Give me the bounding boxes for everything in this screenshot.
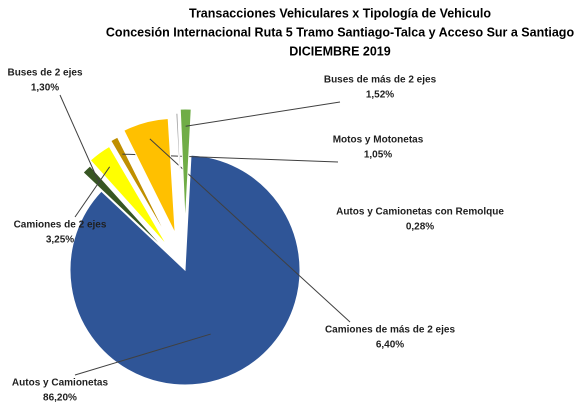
slice-label: Autos y Camionetas <box>12 378 109 389</box>
value-label: 6,40% <box>376 340 404 351</box>
slice-label: Buses de 2 ejes <box>7 68 82 79</box>
pie-slice <box>82 165 168 252</box>
slice-label: Camiones de más de 2 ejes <box>325 325 456 336</box>
pie-slice <box>110 136 170 241</box>
leader-line <box>185 101 341 127</box>
value-label: 1,52% <box>366 90 394 101</box>
slice-label: Motos y Motonetas <box>333 135 424 146</box>
pie-slice <box>89 145 168 247</box>
leader-line <box>74 166 111 218</box>
value-label: 3,25% <box>46 235 74 246</box>
slice-label: Buses de más de 2 ejes <box>324 75 437 86</box>
leader-line <box>74 333 211 376</box>
chart-subtitle: Concesión Internacional Ruta 5 Tramo San… <box>106 25 575 39</box>
pie-slice <box>175 112 184 229</box>
pie-slice <box>123 117 176 234</box>
value-label: 0,28% <box>406 222 434 233</box>
pie-slice <box>179 108 192 225</box>
chart-subtitle: DICIEMBRE 2019 <box>289 44 390 58</box>
chart-title: Transacciones Vehiculares x Tipología de… <box>189 6 491 20</box>
slice-label: Camiones de 2 ejes <box>14 220 107 231</box>
pie-slice <box>69 154 301 386</box>
value-label: 1,30% <box>31 83 59 94</box>
leader-line <box>59 94 99 182</box>
value-label: 1,05% <box>364 150 392 161</box>
value-label: 86,20% <box>43 393 77 404</box>
slice-label: Autos y Camionetas con Remolque <box>336 207 504 218</box>
